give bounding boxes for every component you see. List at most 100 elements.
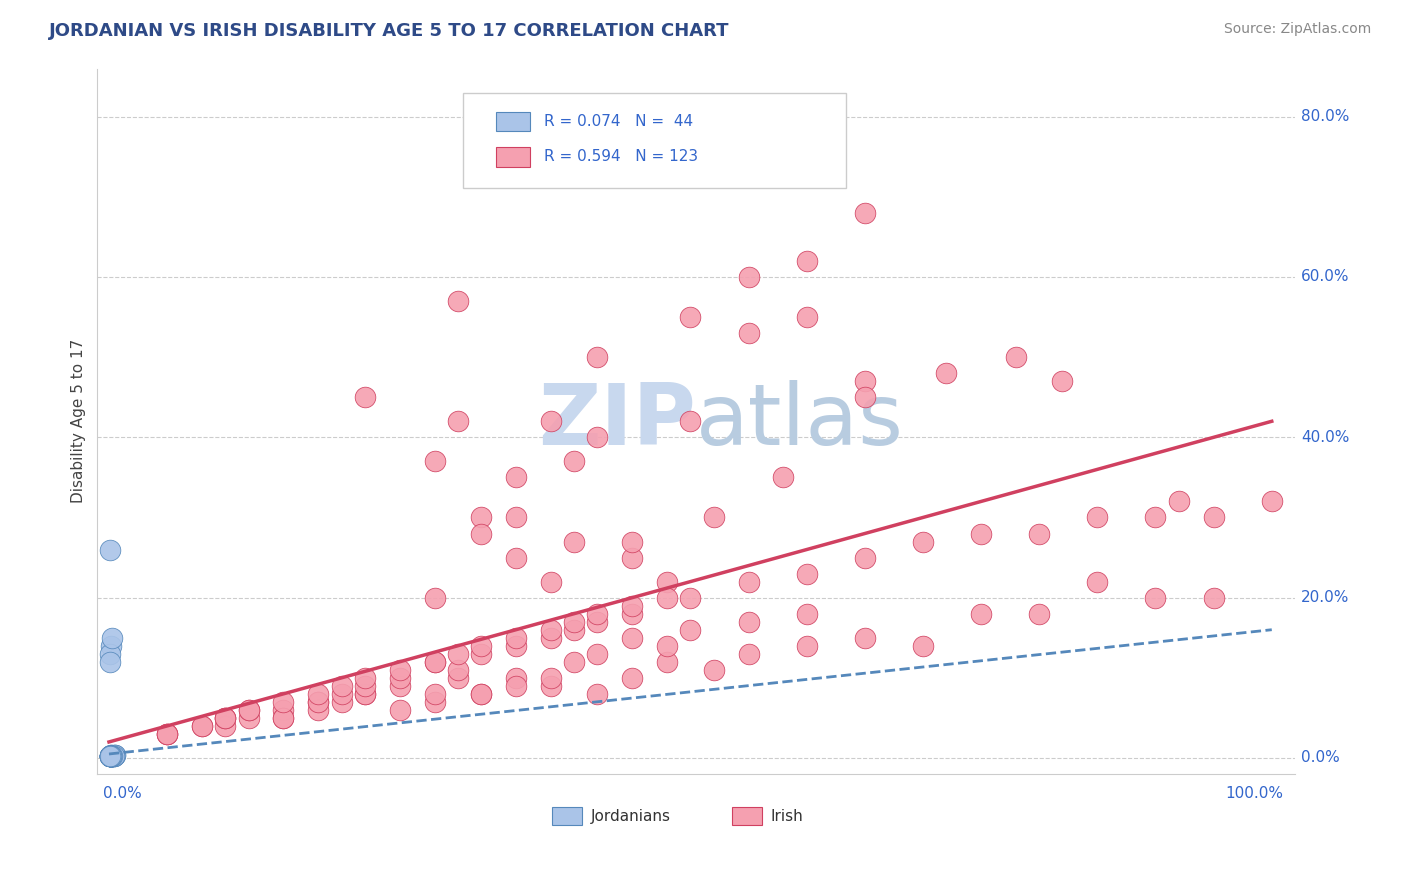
Point — [586, 350, 609, 364]
Point — [273, 711, 295, 725]
Text: R = 0.594   N = 123: R = 0.594 N = 123 — [544, 149, 699, 164]
Point — [353, 390, 375, 404]
Point — [100, 748, 122, 763]
Point — [562, 623, 585, 637]
Point — [101, 748, 124, 763]
Point — [1085, 510, 1108, 524]
Point — [100, 748, 122, 763]
Point — [100, 748, 122, 763]
Point — [970, 526, 993, 541]
Point — [101, 749, 124, 764]
Point — [853, 206, 876, 220]
Point — [586, 647, 609, 661]
Point — [307, 695, 329, 709]
Point — [98, 749, 121, 764]
Point — [1202, 510, 1225, 524]
Point — [214, 711, 236, 725]
Text: 0.0%: 0.0% — [103, 786, 142, 801]
Point — [98, 748, 121, 763]
Point — [330, 687, 353, 701]
Point — [98, 748, 121, 763]
Point — [796, 639, 818, 653]
Point — [98, 749, 121, 764]
Point — [447, 647, 470, 661]
Point — [586, 615, 609, 629]
Point — [353, 671, 375, 685]
Text: 40.0%: 40.0% — [1301, 430, 1350, 445]
Point — [655, 655, 678, 669]
Point — [273, 695, 295, 709]
Point — [655, 639, 678, 653]
Point — [103, 748, 125, 763]
Point — [423, 454, 446, 468]
Point — [1167, 494, 1189, 508]
Point — [621, 550, 644, 565]
FancyBboxPatch shape — [463, 93, 846, 188]
Point — [156, 727, 179, 741]
Point — [621, 671, 644, 685]
Point — [447, 293, 470, 308]
Point — [353, 687, 375, 701]
Point — [98, 748, 121, 763]
Point — [100, 748, 122, 763]
Point — [98, 655, 121, 669]
Point — [470, 510, 492, 524]
Point — [447, 414, 470, 428]
Point — [214, 719, 236, 733]
Point — [703, 510, 725, 524]
Point — [423, 591, 446, 605]
Point — [156, 727, 179, 741]
FancyBboxPatch shape — [496, 112, 530, 131]
Point — [423, 687, 446, 701]
Point — [505, 639, 527, 653]
Point — [621, 607, 644, 621]
Point — [101, 748, 124, 763]
Point — [853, 631, 876, 645]
Point — [191, 719, 214, 733]
Point — [98, 542, 121, 557]
Point — [562, 534, 585, 549]
Point — [238, 703, 260, 717]
Point — [238, 711, 260, 725]
Point — [970, 607, 993, 621]
Point — [98, 748, 121, 763]
FancyBboxPatch shape — [733, 807, 762, 825]
Point — [307, 695, 329, 709]
Point — [853, 374, 876, 388]
Point — [621, 599, 644, 613]
Point — [98, 749, 121, 764]
Point — [737, 574, 759, 589]
Point — [1202, 591, 1225, 605]
Point — [911, 639, 934, 653]
Point — [100, 639, 122, 653]
Point — [621, 631, 644, 645]
Point — [423, 655, 446, 669]
Point — [505, 631, 527, 645]
Point — [505, 671, 527, 685]
Point — [562, 615, 585, 629]
Point — [98, 749, 121, 764]
Point — [423, 655, 446, 669]
Point — [853, 550, 876, 565]
Point — [353, 687, 375, 701]
Point — [505, 550, 527, 565]
Point — [388, 679, 411, 693]
Point — [156, 727, 179, 741]
Point — [101, 748, 124, 763]
Point — [307, 687, 329, 701]
Point — [505, 470, 527, 484]
Point — [679, 414, 702, 428]
Text: Jordanians: Jordanians — [591, 809, 671, 824]
Point — [737, 326, 759, 340]
Point — [98, 749, 121, 764]
Point — [1028, 526, 1050, 541]
Point — [470, 526, 492, 541]
Point — [388, 671, 411, 685]
Text: ZIP: ZIP — [538, 380, 696, 463]
Point — [586, 607, 609, 621]
FancyBboxPatch shape — [553, 807, 582, 825]
Text: JORDANIAN VS IRISH DISABILITY AGE 5 TO 17 CORRELATION CHART: JORDANIAN VS IRISH DISABILITY AGE 5 TO 1… — [49, 22, 730, 40]
Point — [214, 711, 236, 725]
Y-axis label: Disability Age 5 to 17: Disability Age 5 to 17 — [72, 339, 86, 503]
Point — [540, 574, 562, 589]
